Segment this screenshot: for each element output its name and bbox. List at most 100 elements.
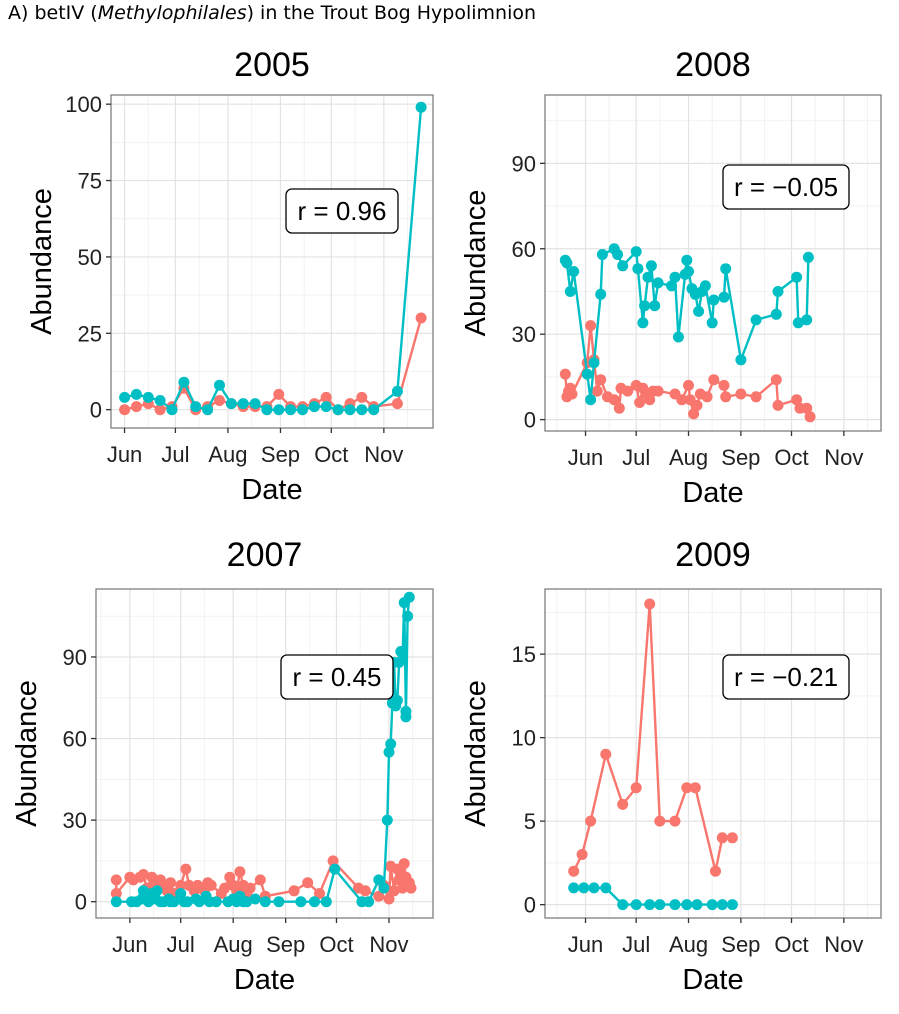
p1-series-2-point (178, 376, 190, 388)
p1-x-tick-label: Sep (261, 442, 300, 467)
p2-series-1-point (735, 388, 747, 400)
p3-series-2-point (259, 896, 271, 908)
p2-series-2-point (801, 314, 813, 326)
p2-series-1-point (676, 394, 688, 406)
p1-y-tick-label: 75 (78, 169, 102, 194)
p3-series-1-point (244, 882, 256, 894)
p2-x-tick-label: Sep (721, 445, 760, 470)
p1-series-1-point (214, 395, 225, 406)
p1-series-2-point (368, 404, 380, 416)
p1-series-2-point (225, 398, 237, 410)
p2-series-2-point (672, 331, 684, 343)
p1-series-2-point (273, 404, 285, 416)
p3-series-2-point (309, 896, 320, 908)
p3-y-tick-label: 90 (63, 645, 87, 670)
p4-series-2-point (716, 899, 728, 911)
p2-series-2-point (568, 266, 580, 277)
p3-series-2-point (402, 610, 414, 622)
p3-x-tick-label: Oct (319, 932, 353, 957)
p2-series-1-point (772, 399, 784, 411)
p1-series-2-point (202, 404, 214, 416)
p1-series-2-point (166, 404, 178, 416)
p4-panel-title: 2009 (675, 536, 751, 574)
p3-series-1-point (219, 882, 231, 894)
p3-series-1-point (175, 879, 187, 891)
p4-y-tick-label: 10 (512, 726, 536, 751)
p2-series-2-point (681, 254, 693, 266)
p1-series-1-point (415, 312, 427, 324)
p3-series-1-point (254, 874, 266, 886)
p3-series-2-point (295, 896, 307, 908)
p4-series-1-point (726, 832, 738, 844)
p1-series-1-point (273, 388, 285, 400)
p3-series-2-point (320, 896, 332, 908)
p2-series-2-point (561, 257, 573, 269)
p2-series-1-point (585, 320, 597, 332)
p3-series-2-point (151, 885, 163, 897)
figure-title-prefix: A) betIV ( (8, 2, 98, 24)
p4-x-tick-label: Jun (568, 932, 603, 957)
p2-series-1-point (559, 368, 571, 380)
p3-y-tick-label: 60 (63, 727, 87, 752)
p1-x-tick-label: Oct (314, 442, 348, 467)
p2-series-2-point (588, 357, 600, 369)
p4-x-axis-title: Date (682, 964, 743, 996)
p2-series-2-point (637, 317, 649, 329)
p1-series-1-point (391, 398, 403, 410)
p3-series-1-point (137, 869, 149, 880)
p2-series-1-point (566, 388, 578, 400)
p4-x-tick-label: Jul (622, 932, 650, 957)
p2-x-axis-title: Date (682, 477, 743, 509)
p1-y-tick-label: 50 (78, 245, 102, 270)
p3-panel-border (95, 588, 434, 919)
p2-series-2-point (581, 368, 593, 380)
p4-x-tick-label: Nov (824, 932, 863, 957)
p1-series-2-point (356, 404, 368, 416)
p2-series-2-point (596, 249, 608, 260)
p2-series-2-point (645, 260, 657, 272)
p2-series-2-point (706, 317, 718, 329)
p4-series-2-point (644, 899, 656, 911)
p3-series-1-point (165, 877, 176, 889)
p3-series-2-point (241, 896, 253, 908)
p2-x-tick-label: Jun (568, 445, 603, 470)
p1-series-2-point (119, 391, 131, 403)
p4-panel-border (544, 588, 882, 919)
p1-x-tick-label: Jun (107, 442, 142, 467)
p2-panel-title: 2008 (675, 46, 751, 84)
p2-series-2-point (652, 277, 664, 289)
p1-series-1-point (130, 401, 142, 413)
p1-series-2-point (332, 404, 344, 416)
p2-series-1-point (608, 394, 620, 406)
p1-series-2-point (297, 404, 308, 416)
p3-series-2-point (385, 738, 397, 750)
p3-series-1-point (405, 882, 417, 894)
p2-y-axis-title: Abundance (460, 190, 492, 337)
p4-series-2-point (726, 899, 738, 911)
p4-series-2-point (691, 899, 703, 911)
p1-series-2-point (285, 404, 297, 416)
p3-series-1-point (110, 874, 122, 886)
p3-series-1-point (383, 893, 395, 905)
p3-plot-background (96, 589, 433, 918)
p2-series-2-point (699, 280, 711, 292)
p3-series-1-point (302, 877, 314, 889)
p2-series-2-point (585, 394, 597, 406)
p3-correlation-box (280, 654, 394, 700)
p4-y-tick-label: 0 (524, 893, 536, 918)
p2-series-1-point (801, 402, 813, 414)
figure-title-italic: Methylophilales (97, 2, 247, 24)
p3-series-2-point (400, 711, 412, 723)
p4-series-1-point (600, 748, 612, 760)
p1-series-2-point (308, 401, 320, 413)
p4-series-1-point (654, 815, 666, 827)
p3-y-tick-label: 30 (63, 808, 87, 833)
p3-x-tick-label: Sep (266, 932, 305, 957)
p1-series-2-point (142, 391, 154, 403)
p1-series-2-point (214, 379, 225, 391)
p2-series-1-point (688, 408, 700, 420)
p2-series-2-point (770, 308, 782, 320)
p4-series-2-point (588, 882, 600, 894)
p4-y-tick-label: 15 (512, 642, 536, 667)
p3-series-1-point (359, 885, 371, 897)
